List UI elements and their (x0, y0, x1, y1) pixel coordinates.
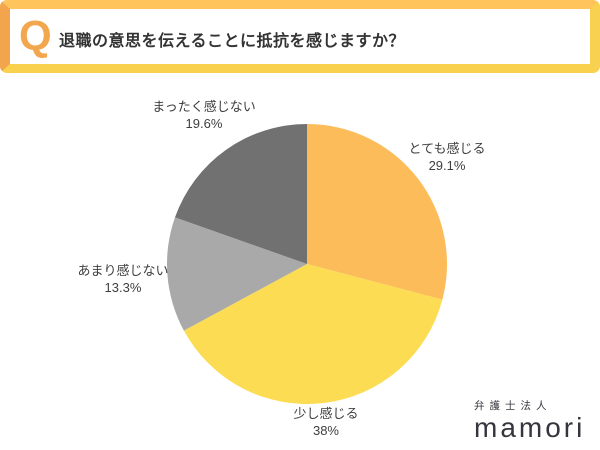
pie-label-mattaku: まったく感じない 19.6% (152, 98, 255, 132)
pie-label-pct: 38% (312, 423, 340, 438)
pie-slice-0 (307, 124, 447, 300)
question-text: 退職の意思を伝えることに抵抗を感じますか？ (59, 33, 406, 50)
q-mark: Q (19, 12, 52, 59)
pie-label-text: 少し感じる (293, 406, 359, 421)
pie-slice-2 (166, 217, 307, 331)
pie-label-text: あまり感じない (77, 263, 169, 278)
pie-label-pct: 19.6% (185, 116, 223, 131)
pie-label-amari: あまり感じない 13.3% (77, 262, 168, 296)
pie-label-pct: 13.3% (104, 280, 142, 295)
pie-label-text: まったく感じない (152, 99, 256, 114)
pie-label-totemo: とても感じる 29.1% (409, 140, 486, 174)
pie-label-text: とても感じる (408, 141, 486, 156)
brand-name: mamori (474, 412, 586, 443)
pie-slice-3 (174, 124, 307, 264)
question-header-band: Q 退職の意思を伝えることに抵抗を感じますか？ (0, 0, 600, 73)
brand-logo: 弁護士法人 mamori (474, 398, 586, 443)
brand-company-type: 弁護士法人 (474, 400, 552, 412)
pie-label-sukoshi: 少し感じる 38% (293, 405, 358, 439)
pie-label-pct: 29.1% (428, 158, 466, 173)
pie-slice-1 (183, 264, 443, 405)
